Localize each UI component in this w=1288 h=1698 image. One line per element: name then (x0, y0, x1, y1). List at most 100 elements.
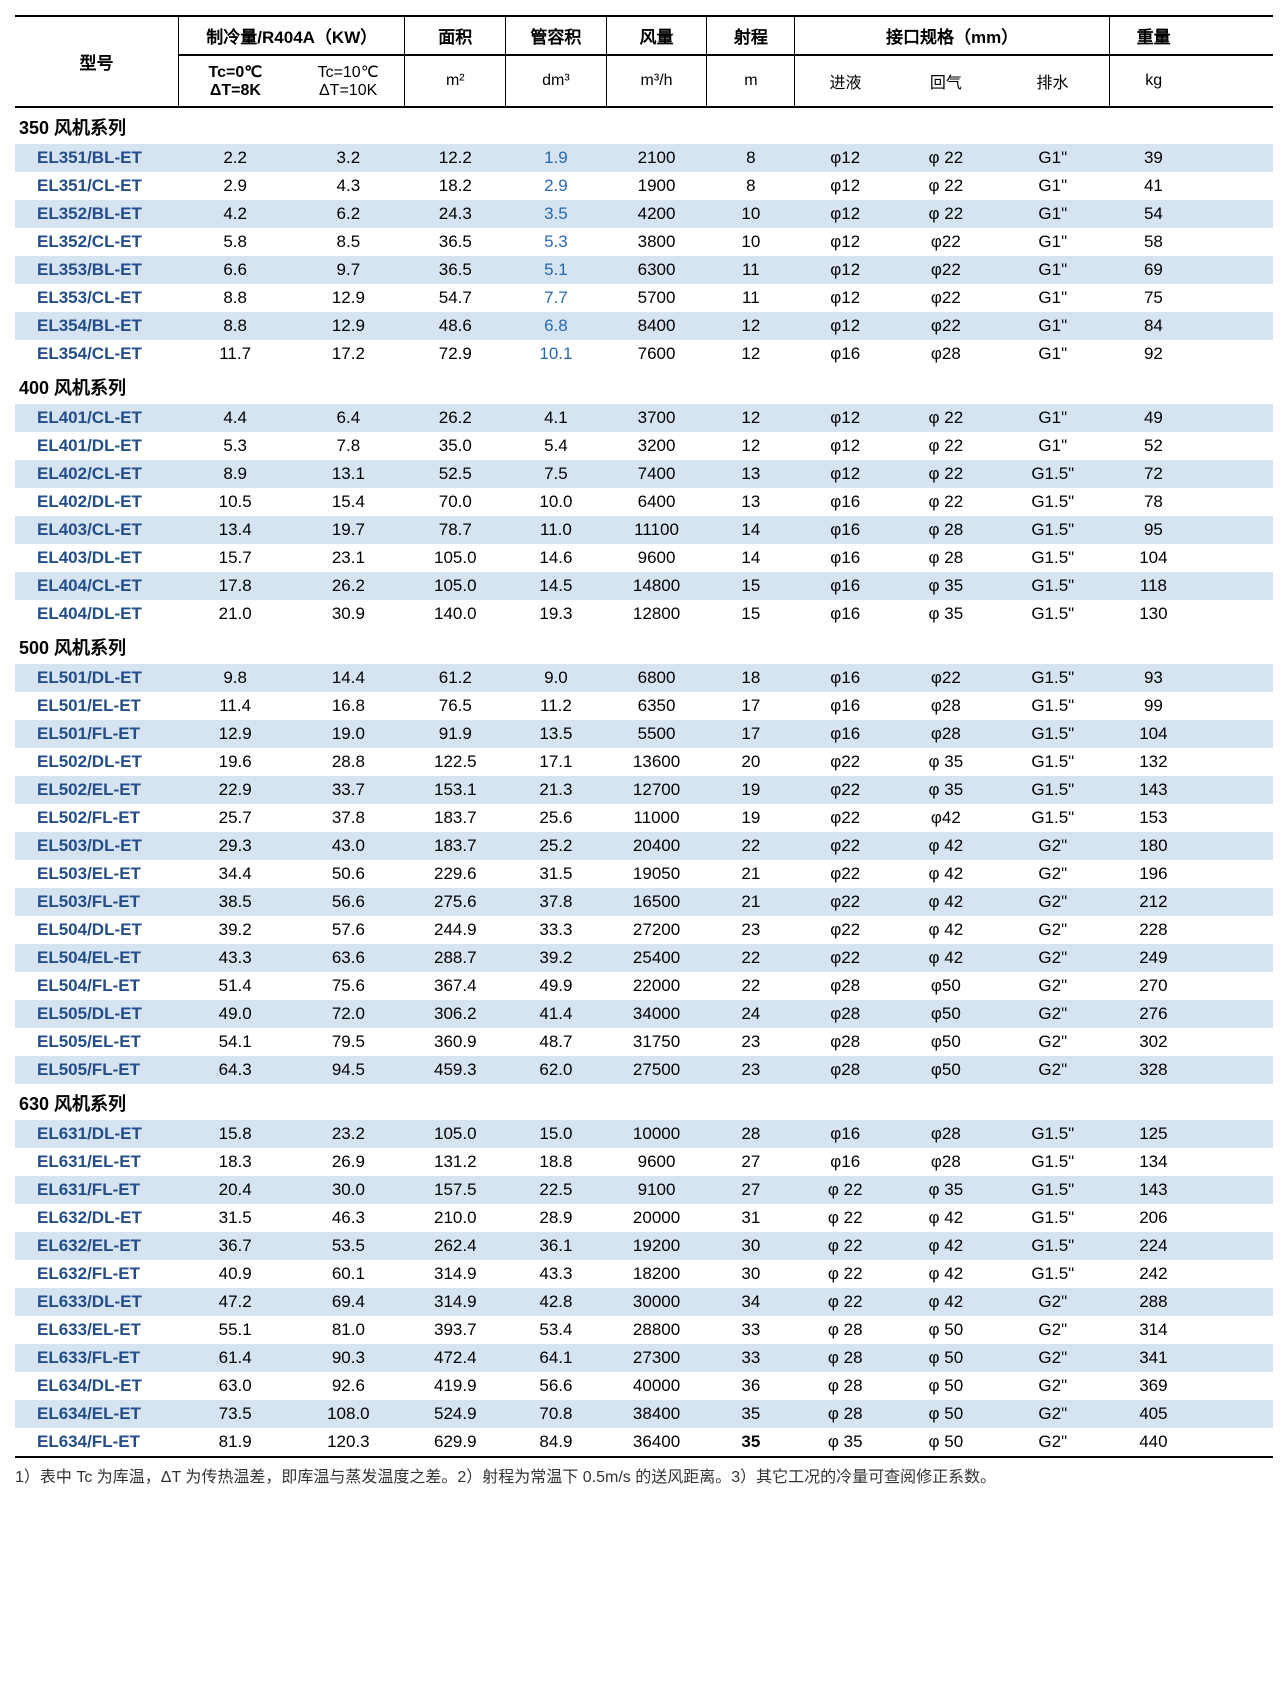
table-row: EL505/DL-ET49.072.0306.241.43400024φ28φ5… (15, 1000, 1273, 1028)
table-row: EL353/BL-ET6.69.736.55.1630011φ12φ22G1"6… (15, 256, 1273, 284)
table-row: EL632/DL-ET31.546.3210.028.92000031φ 22φ… (15, 1204, 1273, 1232)
cooling-tc0: 21.0 (179, 600, 292, 628)
port-return: φ50 (896, 972, 997, 1000)
table-row: EL401/DL-ET5.37.835.05.4320012φ12φ 22G1"… (15, 432, 1273, 460)
throw: 14 (707, 544, 795, 572)
weight: 341 (1109, 1344, 1197, 1372)
port-return: φ 22 (896, 432, 997, 460)
port-inlet: φ 28 (795, 1344, 896, 1372)
port-drain: G2" (996, 1316, 1109, 1344)
throw: 23 (707, 1028, 795, 1056)
model-cell: EL352/CL-ET (15, 228, 179, 256)
pipe-vol: 25.2 (506, 832, 607, 860)
airflow: 19050 (606, 860, 707, 888)
area: 629.9 (405, 1428, 506, 1456)
weight: 75 (1109, 284, 1197, 312)
throw: 19 (707, 804, 795, 832)
pipe-vol: 31.5 (506, 860, 607, 888)
airflow: 25400 (606, 944, 707, 972)
throw: 24 (707, 1000, 795, 1028)
section-title: 500 风机系列 (15, 628, 1273, 664)
cooling-tc10: 15.4 (292, 488, 405, 516)
area: 105.0 (405, 572, 506, 600)
port-drain: G1" (996, 172, 1109, 200)
cooling-tc10: 12.9 (292, 312, 405, 340)
col-return: 回气 (896, 55, 997, 107)
throw: 12 (707, 404, 795, 432)
cooling-tc0: 4.2 (179, 200, 292, 228)
pipe-vol: 33.3 (506, 916, 607, 944)
port-inlet: φ16 (795, 720, 896, 748)
cooling-tc10: 14.4 (292, 664, 405, 692)
pipe-vol: 36.1 (506, 1232, 607, 1260)
port-inlet: φ12 (795, 460, 896, 488)
cooling-tc0: 31.5 (179, 1204, 292, 1232)
port-drain: G1.5" (996, 1176, 1109, 1204)
table-row: EL633/EL-ET55.181.0393.753.42880033φ 28φ… (15, 1316, 1273, 1344)
airflow: 30000 (606, 1288, 707, 1316)
port-inlet: φ 28 (795, 1400, 896, 1428)
airflow: 27200 (606, 916, 707, 944)
cooling-tc0: 54.1 (179, 1028, 292, 1056)
table-row: EL351/CL-ET2.94.318.22.919008φ12φ 22G1"4… (15, 172, 1273, 200)
port-inlet: φ22 (795, 860, 896, 888)
table-body: 350 风机系列EL351/BL-ET2.23.212.21.921008φ12… (15, 107, 1273, 1456)
port-drain: G1" (996, 144, 1109, 172)
cooling-tc10: 46.3 (292, 1204, 405, 1232)
pipe-vol: 84.9 (506, 1428, 607, 1456)
cooling-tc0: 61.4 (179, 1344, 292, 1372)
cooling-tc0: 38.5 (179, 888, 292, 916)
cooling-tc0: 8.9 (179, 460, 292, 488)
cooling-tc10: 43.0 (292, 832, 405, 860)
airflow: 12800 (606, 600, 707, 628)
airflow: 31750 (606, 1028, 707, 1056)
header-row-2: Tc=0℃ ΔT=8K Tc=10℃ ΔT=10K m² dm³ m³/h m … (15, 55, 1273, 107)
port-drain: G1.5" (996, 1120, 1109, 1148)
model-cell: EL634/DL-ET (15, 1372, 179, 1400)
col-cooling: 制冷量/R404A（KW） (179, 16, 405, 55)
port-return: φ 22 (896, 172, 997, 200)
port-drain: G2" (996, 1000, 1109, 1028)
model-cell: EL633/FL-ET (15, 1344, 179, 1372)
model-cell: EL353/BL-ET (15, 256, 179, 284)
cooling-tc0: 64.3 (179, 1056, 292, 1084)
cooling-tc0: 51.4 (179, 972, 292, 1000)
cooling-tc0: 15.8 (179, 1120, 292, 1148)
cooling-tc10: 26.2 (292, 572, 405, 600)
cooling-tc10: 63.6 (292, 944, 405, 972)
cooling-tc10: 108.0 (292, 1400, 405, 1428)
port-inlet: φ12 (795, 200, 896, 228)
throw: 35 (707, 1400, 795, 1428)
airflow: 19200 (606, 1232, 707, 1260)
pipe-vol: 7.5 (506, 460, 607, 488)
table-row: EL501/EL-ET11.416.876.511.2635017φ16φ28G… (15, 692, 1273, 720)
area: 183.7 (405, 804, 506, 832)
section-title: 400 风机系列 (15, 368, 1273, 404)
port-inlet: φ12 (795, 256, 896, 284)
pipe-vol: 48.7 (506, 1028, 607, 1056)
model-cell: EL634/EL-ET (15, 1400, 179, 1428)
airflow: 3700 (606, 404, 707, 432)
area: 210.0 (405, 1204, 506, 1232)
model-cell: EL633/EL-ET (15, 1316, 179, 1344)
weight: 288 (1109, 1288, 1197, 1316)
area: 367.4 (405, 972, 506, 1000)
cooling-tc10: 9.7 (292, 256, 405, 284)
throw: 8 (707, 144, 795, 172)
port-drain: G1.5" (996, 804, 1109, 832)
cooling-tc0: 43.3 (179, 944, 292, 972)
pipe-vol: 3.5 (506, 200, 607, 228)
port-drain: G1" (996, 312, 1109, 340)
model-cell: EL402/DL-ET (15, 488, 179, 516)
table-row: EL501/DL-ET9.814.461.29.0680018φ16φ22G1.… (15, 664, 1273, 692)
table-row: EL354/CL-ET11.717.272.910.1760012φ16φ28G… (15, 340, 1273, 368)
throw: 31 (707, 1204, 795, 1232)
throw: 23 (707, 1056, 795, 1084)
model-cell: EL404/DL-ET (15, 600, 179, 628)
cooling-tc0: 13.4 (179, 516, 292, 544)
model-cell: EL351/BL-ET (15, 144, 179, 172)
throw: 22 (707, 832, 795, 860)
cooling-tc10: 19.7 (292, 516, 405, 544)
cooling-tc0: 5.3 (179, 432, 292, 460)
model-cell: EL632/DL-ET (15, 1204, 179, 1232)
